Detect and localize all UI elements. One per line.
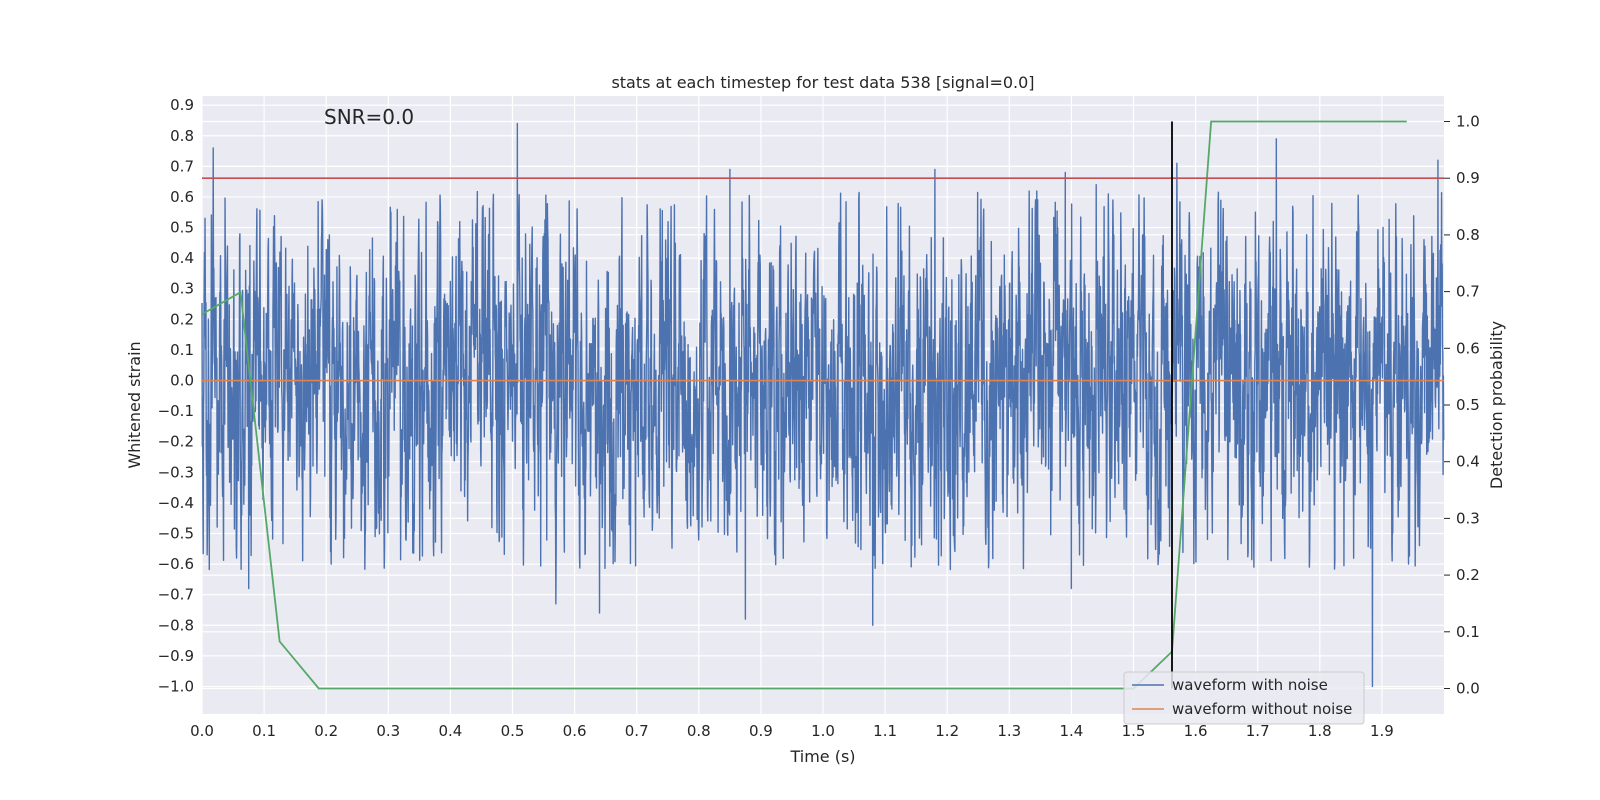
y-tick-label: 0.6 — [170, 188, 194, 206]
snr-annotation: SNR=0.0 — [324, 105, 414, 129]
y2-tick-label: 0.3 — [1456, 509, 1480, 527]
y-tick-label: 0.1 — [170, 341, 194, 359]
y-tick-label: 0.4 — [170, 249, 194, 267]
y-tick-label: −0.5 — [158, 524, 194, 542]
x-tick-label: 0.5 — [501, 722, 525, 740]
y2-axis-label: Detection probability — [1487, 321, 1506, 489]
y-tick-label: 0.9 — [170, 96, 194, 114]
series-detection-probability — [201, 120, 1407, 690]
y-tick-label: 0.3 — [170, 280, 194, 298]
y2-tick-label: 0.9 — [1456, 169, 1480, 187]
x-tick-label: 0.6 — [563, 722, 587, 740]
y-tick-label: −0.3 — [158, 463, 194, 481]
x-tick-label: 1.5 — [1122, 722, 1146, 740]
x-tick-label: 0.0 — [190, 722, 214, 740]
y2-tick-label: 0.1 — [1456, 623, 1480, 641]
x-tick-label: 1.1 — [873, 722, 897, 740]
y2-tick-label: 0.2 — [1456, 566, 1480, 584]
x-tick-label: 1.3 — [997, 722, 1021, 740]
series-waveform-with-noise — [201, 122, 1445, 688]
y2-tick-label: 0.7 — [1456, 283, 1480, 301]
legend: waveform with noise waveform without noi… — [1123, 671, 1365, 725]
x-tick-label: 0.3 — [376, 722, 400, 740]
y-tick-label: −0.1 — [158, 402, 194, 420]
x-tick-label: 0.2 — [314, 722, 338, 740]
y-tick-label: 0.8 — [170, 127, 194, 145]
y-tick-label: 0.0 — [170, 372, 194, 390]
legend-label-clean: waveform without noise — [1172, 700, 1352, 718]
y-tick-label: −0.6 — [158, 555, 194, 573]
y2-tick-label: 0.5 — [1456, 396, 1480, 414]
x-tick-label: 0.1 — [252, 722, 276, 740]
y-tick-label: 0.7 — [170, 157, 194, 175]
y-tick-label: −0.9 — [158, 647, 194, 665]
y-ticks: −1.0 −0.9 −0.8 −0.7 −0.6 −0.5 −0.4 −0.3 −0.2 −0.1… — [158, 96, 194, 695]
x-tick-label: 1.8 — [1308, 722, 1332, 740]
y-tick-label: 0.5 — [170, 219, 194, 237]
y-tick-label: −0.8 — [158, 616, 194, 634]
y2-ticks: 0.0 0.1 0.2 0.3 0.4 0.5 0.6 0.7 0.8 0.9 1.0 — [1444, 113, 1480, 697]
x-tick-label: 1.0 — [811, 722, 835, 740]
x-axis-label: Time (s) — [789, 747, 855, 766]
y2-tick-label: 1.0 — [1456, 113, 1480, 131]
y2-tick-label: 0.8 — [1456, 226, 1480, 244]
x-ticks: 0.0 0.1 0.2 0.3 0.4 0.5 0.6 0.7 0.8 0.9 1.0 1.1 1.2 1… — [190, 722, 1394, 740]
y-tick-label: −0.7 — [158, 586, 194, 604]
reference-lines — [202, 121, 1444, 689]
x-tick-label: 0.4 — [438, 722, 462, 740]
legend-label-noise: waveform with noise — [1172, 676, 1328, 694]
y-tick-label: 0.2 — [170, 310, 194, 328]
y-tick-label: −0.2 — [158, 433, 194, 451]
y-axis-label: Whitened strain — [125, 341, 144, 468]
y2-tick-label: 0.4 — [1456, 453, 1480, 471]
x-tick-label: 0.7 — [625, 722, 649, 740]
legend-box — [1123, 671, 1365, 725]
x-tick-label: 1.6 — [1184, 722, 1208, 740]
series-layer — [201, 120, 1445, 690]
x-tick-label: 0.9 — [749, 722, 773, 740]
x-tick-label: 1.7 — [1246, 722, 1270, 740]
chart-title: stats at each timestep for test data 538… — [611, 73, 1034, 92]
y2-tick-label: 0.6 — [1456, 339, 1480, 357]
x-tick-label: 1.4 — [1059, 722, 1083, 740]
y2-tick-label: 0.0 — [1456, 679, 1480, 697]
y-tick-label: −1.0 — [158, 677, 194, 695]
y-tick-label: −0.4 — [158, 494, 194, 512]
x-tick-label: 1.2 — [935, 722, 959, 740]
x-tick-label: 1.9 — [1370, 722, 1394, 740]
x-tick-label: 0.8 — [687, 722, 711, 740]
